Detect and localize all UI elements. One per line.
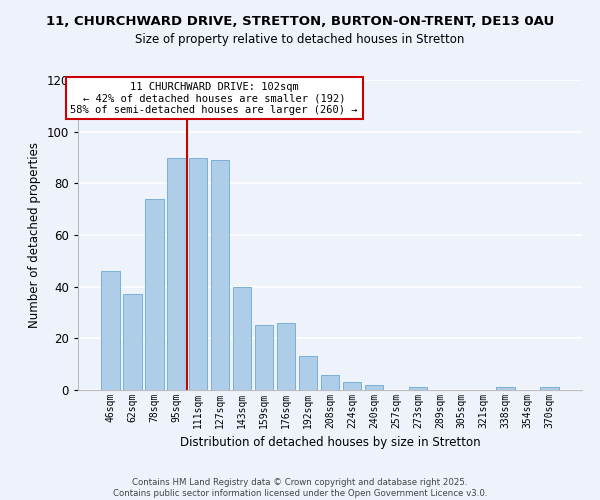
Bar	[167, 158, 185, 390]
Bar	[320, 374, 340, 390]
Bar	[343, 382, 361, 390]
Bar	[299, 356, 317, 390]
Bar	[101, 271, 119, 390]
Bar	[123, 294, 142, 390]
Text: 11, CHURCHWARD DRIVE, STRETTON, BURTON-ON-TRENT, DE13 0AU: 11, CHURCHWARD DRIVE, STRETTON, BURTON-O…	[46, 15, 554, 28]
X-axis label: Distribution of detached houses by size in Stretton: Distribution of detached houses by size …	[179, 436, 481, 450]
Bar	[277, 323, 295, 390]
Bar	[145, 199, 164, 390]
Bar	[365, 385, 383, 390]
Text: Size of property relative to detached houses in Stretton: Size of property relative to detached ho…	[136, 32, 464, 46]
Y-axis label: Number of detached properties: Number of detached properties	[28, 142, 41, 328]
Text: Contains HM Land Registry data © Crown copyright and database right 2025.
Contai: Contains HM Land Registry data © Crown c…	[113, 478, 487, 498]
Bar	[496, 388, 515, 390]
Bar	[255, 326, 274, 390]
Bar	[409, 388, 427, 390]
Bar	[189, 158, 208, 390]
Bar	[211, 160, 229, 390]
Text: 11 CHURCHWARD DRIVE: 102sqm
← 42% of detached houses are smaller (192)
58% of se: 11 CHURCHWARD DRIVE: 102sqm ← 42% of det…	[70, 82, 358, 115]
Bar	[233, 286, 251, 390]
Bar	[541, 388, 559, 390]
